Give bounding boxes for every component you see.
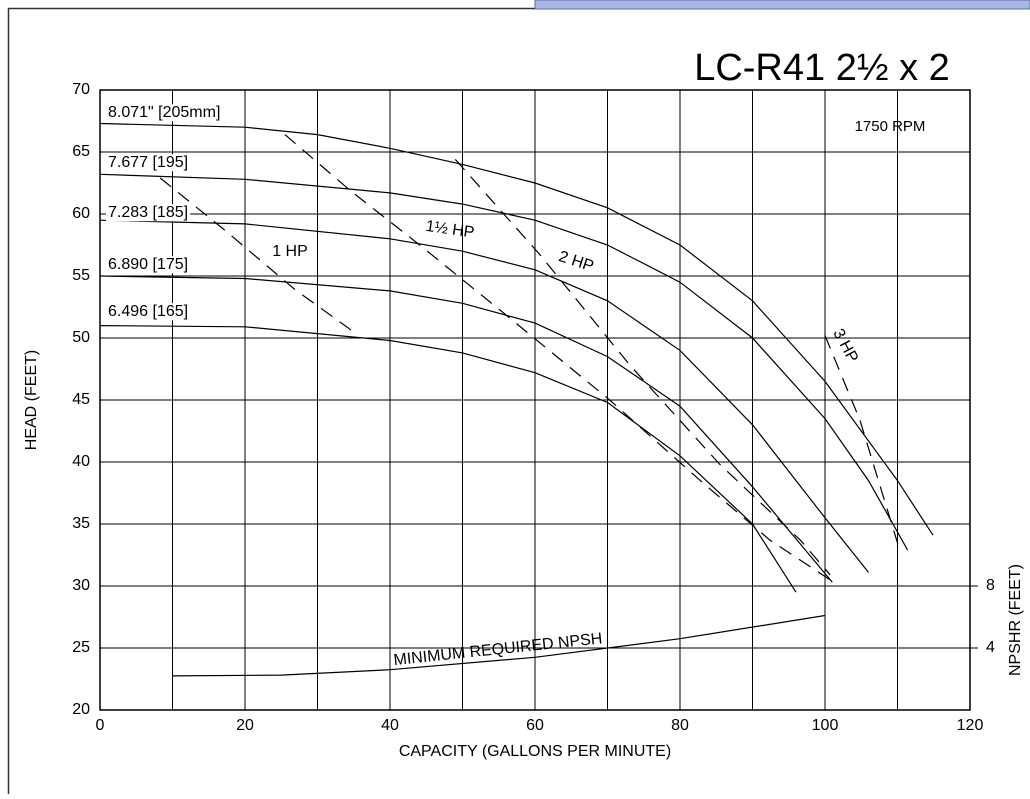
- series-label: 3 HP: [829, 326, 861, 365]
- series-label: 1½ HP: [425, 218, 476, 242]
- y-tick-label: 20: [72, 701, 90, 718]
- y-tick-label: 40: [72, 453, 90, 470]
- series-label: MINIMUM REQUIRED NPSH: [393, 630, 603, 669]
- y-axis-title: HEAD (FEET): [23, 350, 40, 450]
- plot-border: [99, 89, 971, 711]
- curve: [99, 275, 833, 583]
- label-bg: [106, 204, 191, 222]
- series-label: 7.677 [195]: [108, 154, 188, 171]
- x-tick-label: 120: [957, 717, 984, 734]
- curve: [284, 134, 831, 581]
- curve: [99, 122, 934, 536]
- curve: [824, 335, 901, 551]
- x-tick-label: 40: [381, 717, 399, 734]
- x-axis-title: CAPACITY (GALLONS PER MINUTE): [399, 743, 671, 760]
- x-tick-label: 60: [526, 717, 544, 734]
- y2-tick-label: 8: [986, 577, 995, 594]
- y-tick-label: 60: [72, 205, 90, 222]
- rpm-label: 1750 RPM: [855, 118, 926, 135]
- label-bg: [106, 154, 191, 172]
- y-tick-label: 50: [72, 329, 90, 346]
- curve: [172, 614, 826, 677]
- chart-title: LC-R41 2½ x 2: [694, 47, 950, 89]
- label-bg: [106, 104, 223, 122]
- y-tick-label: 25: [72, 639, 90, 656]
- curve: [99, 325, 797, 593]
- x-tick-label: 100: [812, 717, 839, 734]
- frame: [7, 7, 535, 794]
- x-tick-label: 20: [236, 717, 254, 734]
- y-tick-label: 70: [72, 81, 90, 98]
- series-label: 7.283 [185]: [108, 204, 188, 221]
- y2-axis-title: NPSHR (FEET): [1007, 564, 1024, 676]
- x-tick-label: 80: [671, 717, 689, 734]
- label-bg: [106, 303, 191, 321]
- curve: [99, 219, 869, 573]
- series-label: 1 HP: [272, 243, 308, 260]
- y2-tick-label: 4: [986, 639, 995, 656]
- label-bg: [106, 256, 191, 274]
- y-tick-label: 55: [72, 267, 90, 284]
- series-label: 8.071" [205mm]: [108, 104, 220, 121]
- y-tick-label: 35: [72, 515, 90, 532]
- series-label: 2 HP: [557, 248, 596, 275]
- y-tick-label: 65: [72, 143, 90, 160]
- series-label: 6.890 [175]: [108, 256, 188, 273]
- y-tick-label: 30: [72, 577, 90, 594]
- x-tick-label: 0: [96, 717, 105, 734]
- y-tick-label: 45: [72, 391, 90, 408]
- header-bar: [534, 0, 1030, 10]
- series-label: 6.496 [165]: [108, 303, 188, 320]
- curve: [159, 177, 356, 334]
- curve: [99, 173, 909, 551]
